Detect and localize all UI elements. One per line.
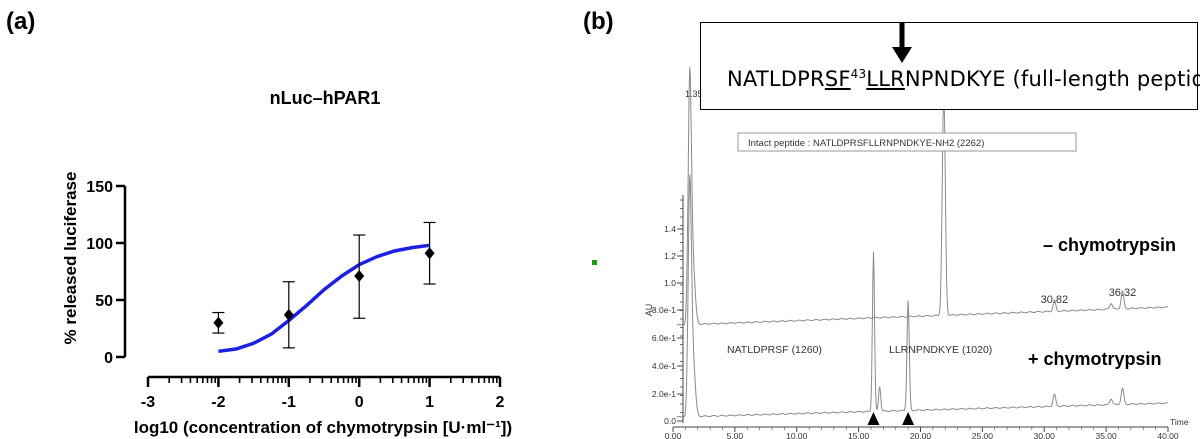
y-tick-label: 100 (86, 236, 113, 253)
fragment-label: NATLDPRSF (1260) (727, 344, 822, 356)
x-tick-label: 2 (496, 394, 505, 411)
x-tick-label: 40.00 (1157, 431, 1179, 439)
fragment-arrow-marker (867, 412, 880, 425)
dose-response-chart: nLuc–hPAR1 % released luciferase log10 (… (61, 88, 512, 437)
minus-chymotrypsin-label: – chymotrypsin (1043, 235, 1176, 255)
y-tick-label: 1.4 (664, 224, 676, 234)
y-axis-label: AU (644, 304, 654, 317)
trace-plus-chymotrypsin (676, 174, 1169, 418)
data-point (354, 270, 365, 283)
y-tick-label: 4.0e-1 (652, 361, 676, 371)
chart-a-title: nLuc–hPAR1 (270, 88, 381, 108)
x-tick-label: 35.00 (1095, 431, 1117, 439)
sequence-superscript: 43 (850, 67, 867, 81)
x-tick-label: 5.00 (727, 431, 744, 439)
intact-peptide-box (737, 132, 1077, 152)
sequence-underlined-2: LLR (866, 67, 905, 91)
sequence-box: NATLDPRSF43LLRNPNDKYE (full-length pepti… (700, 22, 1200, 110)
panel-a-label: (a) (6, 8, 36, 35)
plus-chymotrypsin-label: + chymotrypsin (1028, 349, 1162, 369)
x-tick-label: 1 (425, 394, 434, 411)
y-tick-label: 8.0e-1 (652, 305, 676, 315)
x-tick-label: -1 (282, 394, 296, 411)
fragment-label: LLRNPNDKYE (1020) (889, 344, 992, 356)
data-point (213, 316, 224, 329)
fit-curve (218, 243, 430, 354)
x-tick-label: 0.00 (665, 431, 682, 439)
trace-minus-chymotrypsin (676, 67, 1169, 326)
x-tick-label: 0 (355, 394, 364, 411)
x-tick-label: 30.00 (1034, 431, 1056, 439)
x-axis-label: Time (1170, 417, 1189, 427)
peak-label: 36.32 (1109, 287, 1137, 299)
sequence-pre: NATLDPR (727, 67, 825, 91)
panel-b-label: (b) (583, 8, 614, 35)
green-marker (592, 260, 597, 265)
y-tick-label: 1.2 (664, 251, 676, 261)
peak-label: 30.82 (1041, 294, 1069, 306)
chart-a-ylabel: % released luciferase (61, 172, 80, 345)
sequence-post: NPNDKYE (full-length peptide) (904, 67, 1200, 91)
x-tick-label: -3 (141, 394, 155, 411)
y-tick-label: 0 (104, 350, 113, 367)
data-point (283, 308, 294, 321)
peptide-sequence: NATLDPRSF43LLRNPNDKYE (full-length pepti… (727, 67, 1200, 91)
data-point (424, 247, 435, 260)
sequence-underlined-1: SF (824, 67, 851, 91)
chart-a-xlabel: log10 (concentration of chymotrypsin [U·… (134, 418, 512, 437)
y-tick-label: 2.0e-1 (652, 389, 676, 399)
cleavage-arrow-icon (892, 23, 912, 63)
x-tick-label: -2 (211, 394, 225, 411)
x-tick-label: 10.00 (786, 431, 808, 439)
x-tick-label: 25.00 (972, 431, 994, 439)
intact-peptide-label: Intact peptide : NATLDPRSFLLRNPNDKYE-NH2… (748, 138, 984, 149)
y-tick-label: 6.0e-1 (652, 333, 676, 343)
y-tick-label: 0.0 (664, 416, 676, 426)
y-tick-label: 150 (86, 179, 113, 196)
fragment-arrow-marker (902, 412, 915, 425)
x-tick-label: 15.00 (848, 431, 870, 439)
x-tick-label: 20.00 (910, 431, 932, 439)
y-tick-label: 1.0 (664, 278, 676, 288)
peak-label: 1.35 (685, 89, 703, 99)
y-tick-label: 50 (95, 293, 113, 310)
